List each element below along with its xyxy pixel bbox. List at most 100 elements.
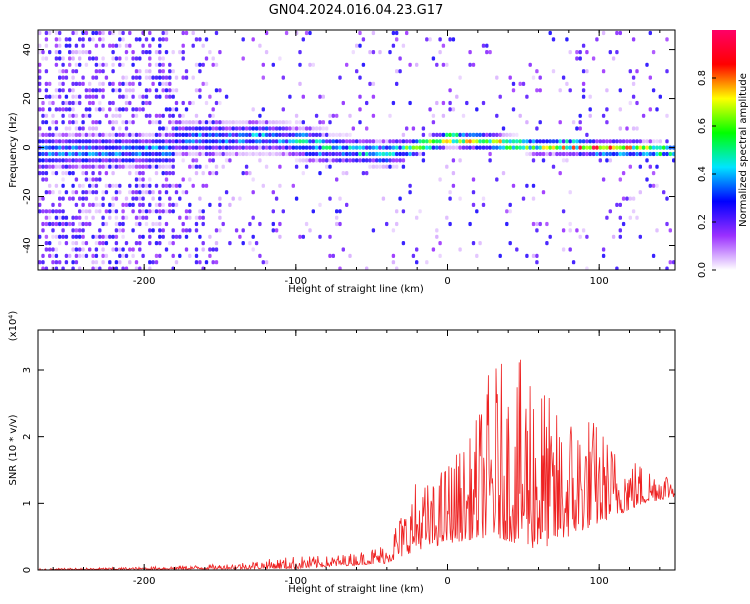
- spectrogram-cell: [415, 145, 419, 150]
- spectrogram-cell: [261, 75, 265, 80]
- spectrogram-cell: [51, 253, 55, 258]
- spectrogram-cell: [81, 164, 85, 169]
- spectrogram-cell: [274, 120, 279, 125]
- spectrogram-cell: [138, 107, 142, 112]
- spectrogram-cell: [274, 126, 279, 131]
- spectrogram-cell: [148, 75, 152, 80]
- spectrogram-cell: [488, 50, 492, 55]
- spectrogram-cell: [104, 151, 109, 157]
- spectrogram-cell: [228, 120, 232, 125]
- spectrogram-cell: [38, 107, 42, 112]
- spectrogram-cell: [251, 139, 255, 144]
- spectrogram-cell: [575, 126, 579, 131]
- spectrogram-cell: [388, 50, 392, 55]
- spectrogram-cell: [565, 37, 569, 42]
- x-tick-label: -200: [133, 576, 156, 587]
- spectrogram-cell: [445, 215, 449, 220]
- spectrogram-cell: [605, 88, 609, 93]
- spectrogram-cell: [134, 171, 139, 176]
- spectrogram-cell: [538, 75, 542, 80]
- spectrogram-cell: [281, 139, 285, 144]
- spectrogram-cell: [325, 126, 329, 131]
- spectrogram-cell: [118, 88, 122, 93]
- spectrogram-cell: [91, 139, 95, 144]
- spectrogram-cell: [151, 158, 155, 163]
- spectrogram-cell: [621, 196, 626, 201]
- spectrogram-cell: [111, 164, 115, 169]
- spectrogram-cell: [651, 88, 656, 93]
- spectrogram-cell: [74, 241, 79, 246]
- spectrogram-cell: [254, 145, 259, 150]
- spectrogram-cell: [438, 177, 442, 182]
- spectrogram-cell: [81, 209, 85, 214]
- spectrogram-cell: [91, 88, 95, 93]
- spectrogram-cell: [501, 139, 506, 144]
- spectrogram-cell: [161, 132, 165, 137]
- spectrogram-cell: [545, 221, 549, 227]
- spectrogram-cell: [244, 145, 249, 150]
- spectrogram-cell: [164, 37, 169, 42]
- spectrogram-cell: [555, 151, 559, 157]
- spectrogram-cell: [94, 88, 99, 93]
- spectrogram-cell: [558, 120, 562, 125]
- spectrogram-cell: [164, 171, 169, 176]
- spectrogram-cell: [381, 164, 386, 169]
- spectrogram-cell: [114, 190, 119, 195]
- spectrogram-cell: [64, 171, 69, 176]
- spectrogram-cell: [44, 241, 49, 246]
- spectrogram-cell: [451, 145, 456, 150]
- spectrogram-cell: [171, 69, 175, 74]
- spectrogram-cell: [198, 62, 202, 67]
- spectrogram-cell: [64, 253, 69, 258]
- spectrogram-cell: [618, 228, 622, 233]
- spectrogram-cell: [151, 81, 155, 86]
- spectrogram-cell: [144, 75, 149, 80]
- spectrogram-cell: [221, 126, 225, 131]
- spectrogram-cell: [294, 132, 299, 137]
- spectrogram-cell: [204, 56, 209, 61]
- spectrogram-cell: [368, 50, 372, 55]
- spectrogram-cell: [124, 43, 129, 48]
- spectrogram-cell: [551, 164, 556, 169]
- spectrogram-cell: [391, 164, 396, 169]
- spectrogram-cell: [618, 107, 622, 112]
- spectrogram-cell: [71, 81, 75, 86]
- spectrogram-cell: [134, 158, 139, 163]
- spectrogram-cell: [38, 209, 42, 214]
- spectrogram-cell: [168, 113, 172, 118]
- spectrogram-cell: [251, 151, 255, 157]
- spectrogram-cell: [328, 132, 332, 137]
- spectrogram-cell: [148, 151, 152, 157]
- spectrogram-cell: [58, 151, 62, 157]
- spectrogram-cell: [141, 209, 145, 214]
- spectrogram-cell: [201, 120, 205, 125]
- spectrogram-cell: [134, 107, 139, 112]
- spectrogram-cell: [158, 164, 162, 169]
- spectrogram-cell: [124, 126, 129, 131]
- spectrogram-cell: [58, 234, 62, 239]
- spectrogram-cell: [241, 56, 245, 61]
- spectrogram-cell: [501, 126, 506, 131]
- spectrogram-cell: [298, 132, 302, 137]
- spectrogram-cell: [38, 260, 42, 265]
- spectrogram-cell: [141, 139, 145, 144]
- spectrogram-cell: [465, 100, 469, 106]
- spectrogram-cell: [121, 30, 125, 36]
- spectrogram-cell: [558, 88, 562, 93]
- spectrogram-cell: [271, 139, 275, 144]
- spectrogram-cell: [71, 107, 75, 112]
- spectrogram-cell: [645, 62, 649, 67]
- spectrogram-cell: [518, 81, 522, 86]
- spectrogram-cell: [124, 253, 129, 258]
- spectrogram-cell: [638, 139, 642, 144]
- spectrogram-cell: [128, 202, 132, 207]
- spectrogram-cell: [171, 145, 175, 150]
- spectrogram-cell: [241, 139, 245, 144]
- spectrogram-cell: [158, 215, 162, 220]
- spectrogram-cell: [121, 107, 125, 112]
- spectrogram-cell: [274, 196, 279, 201]
- spectrogram-cell: [184, 215, 189, 220]
- spectrogram-cell: [385, 158, 389, 163]
- spectrogram-cell: [328, 120, 332, 125]
- spectrogram-cell: [204, 126, 209, 131]
